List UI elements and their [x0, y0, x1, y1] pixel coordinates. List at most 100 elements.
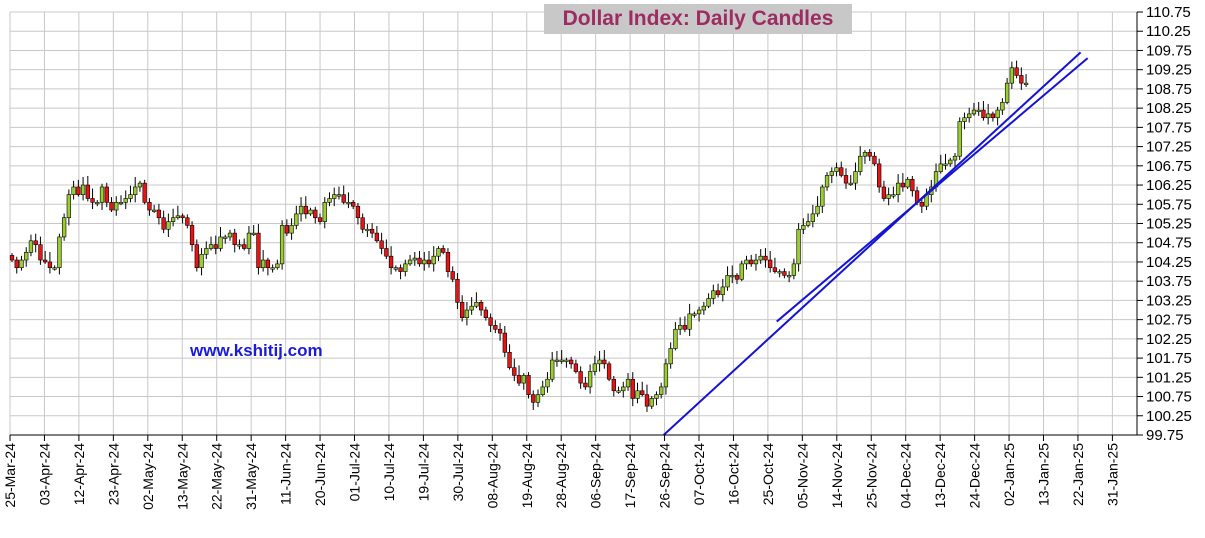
candle-body — [313, 209, 318, 219]
candle-body — [265, 259, 271, 269]
candle-body — [246, 232, 252, 249]
candle-body — [95, 202, 100, 205]
candle-body — [90, 198, 95, 203]
candle-body — [839, 167, 844, 176]
y-tick-label: 100.25 — [1146, 408, 1192, 425]
candle-body — [677, 325, 683, 330]
candle-body — [393, 267, 398, 270]
watermark-url: www.kshitij.com — [190, 341, 323, 360]
candle-body — [388, 255, 394, 269]
candle-body — [493, 325, 498, 330]
candle-body — [597, 359, 602, 365]
candle-body — [24, 252, 29, 261]
candle-body — [175, 215, 181, 219]
x-tick-label: 25-Oct-24 — [760, 443, 776, 505]
candle-body — [166, 221, 171, 230]
y-tick-label: 107.25 — [1146, 139, 1192, 156]
candle-body — [640, 390, 645, 395]
candle-body — [355, 205, 361, 219]
candle-body — [118, 202, 124, 205]
candle-body — [692, 313, 697, 316]
candle-body — [218, 236, 223, 249]
candle-body — [507, 352, 512, 369]
candle-body — [384, 248, 389, 257]
x-tick-label: 01-Jul-24 — [347, 443, 363, 502]
x-tick-label: 19-Aug-24 — [519, 443, 535, 509]
candle-body — [71, 186, 76, 195]
x-tick-label: 23-Apr-24 — [105, 443, 121, 505]
candle-body — [298, 205, 304, 215]
candle-body — [28, 240, 34, 253]
candle-body — [801, 225, 806, 230]
y-tick-label: 110.25 — [1146, 23, 1191, 40]
y-tick-label: 105.75 — [1146, 196, 1192, 213]
candle-body — [412, 257, 417, 261]
x-tick-label: 13-Dec-24 — [932, 443, 948, 509]
x-tick-label: 25-Nov-24 — [863, 443, 879, 509]
candle-body — [52, 267, 57, 270]
candle-body — [891, 194, 896, 197]
candle-body — [464, 309, 470, 319]
candle-body — [550, 359, 555, 380]
candle-body — [104, 186, 109, 203]
candle-body — [422, 259, 427, 265]
y-tick-label: 108.25 — [1146, 100, 1192, 117]
candle-body — [630, 378, 635, 399]
y-tick-label: 102.75 — [1146, 312, 1192, 329]
candle-body — [573, 363, 579, 372]
candle-body — [531, 394, 536, 403]
candle-body — [976, 109, 981, 112]
y-tick-label: 106.25 — [1146, 177, 1192, 194]
candle-body — [398, 267, 403, 272]
candle-body — [374, 232, 380, 242]
candle-body — [123, 198, 128, 203]
candle-body — [497, 328, 503, 334]
x-tick-label: 24-Dec-24 — [967, 443, 983, 509]
candle-body — [810, 213, 815, 222]
candle-body — [711, 290, 716, 299]
candle-body — [559, 359, 564, 362]
candle-body — [635, 390, 640, 399]
candle-body — [900, 182, 906, 188]
title-background — [544, 4, 852, 34]
candle-body — [242, 244, 247, 249]
y-tick-label: 102.25 — [1146, 331, 1192, 348]
x-tick-label: 28-Aug-24 — [553, 443, 569, 509]
y-tick-label: 107.75 — [1146, 119, 1192, 136]
candle-body — [294, 213, 299, 226]
x-tick-label: 26-Sep-24 — [657, 443, 673, 509]
y-tick-label: 109.75 — [1146, 42, 1192, 59]
gridlines — [9, 11, 1137, 441]
candle-body — [133, 186, 138, 195]
candle-body — [725, 275, 730, 288]
candle-body — [336, 194, 342, 197]
candle-body — [606, 363, 612, 380]
candle-body — [872, 155, 877, 165]
x-tick-label: 22-May-24 — [209, 443, 225, 510]
candle-body — [204, 248, 209, 255]
candle-body — [180, 215, 185, 219]
candle-body — [407, 259, 413, 265]
candle-body — [47, 261, 53, 269]
candle-body — [768, 259, 773, 269]
candle-body — [763, 255, 768, 261]
candle-body — [85, 184, 90, 199]
candle-body — [592, 363, 597, 372]
candle-body — [403, 263, 408, 272]
candle-body — [696, 309, 702, 315]
candle-body — [739, 263, 744, 280]
candle-body — [990, 113, 996, 119]
candle-body — [649, 398, 654, 407]
x-tick-label: 02-Jan-25 — [1001, 443, 1017, 506]
candle-body — [521, 375, 526, 384]
candle-body — [66, 194, 72, 219]
candle-body — [445, 252, 451, 272]
candle-body — [369, 228, 375, 234]
candle-body — [455, 278, 460, 303]
candle-body — [715, 290, 721, 295]
candle-body — [858, 155, 863, 172]
x-tick-label: 02-May-24 — [140, 443, 156, 510]
x-axis-tick-labels: 25-Mar-24 03-Apr-24 12-Apr-24 23-Apr-24 02-M… — [2, 443, 1120, 510]
candle-body — [431, 255, 436, 265]
candle-body — [687, 313, 692, 330]
